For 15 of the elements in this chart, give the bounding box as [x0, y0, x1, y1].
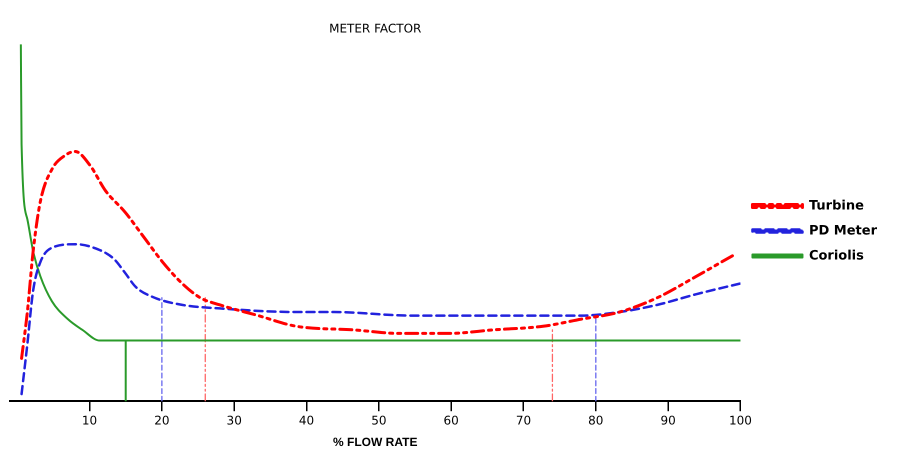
x-tick-label: 50 [371, 414, 386, 428]
x-tick-label: 60 [444, 414, 459, 428]
x-tick-label: 70 [516, 414, 532, 428]
x-tick-label: 40 [298, 414, 314, 428]
x-tick-label: 100 [729, 414, 752, 428]
x-axis-title: % FLOW RATE [333, 435, 418, 450]
x-tick-label: 20 [154, 414, 170, 428]
x-tick-label: 10 [82, 414, 98, 428]
x-tick-label: 90 [660, 414, 676, 428]
x-tick-label: 30 [226, 414, 242, 428]
legend-label: PD Meter [808, 223, 878, 238]
chart-title: METER FACTOR [329, 21, 422, 36]
legend-label: Coriolis [808, 248, 864, 264]
legend-label: Turbine [808, 198, 864, 214]
x-tick-label: 80 [588, 414, 604, 428]
